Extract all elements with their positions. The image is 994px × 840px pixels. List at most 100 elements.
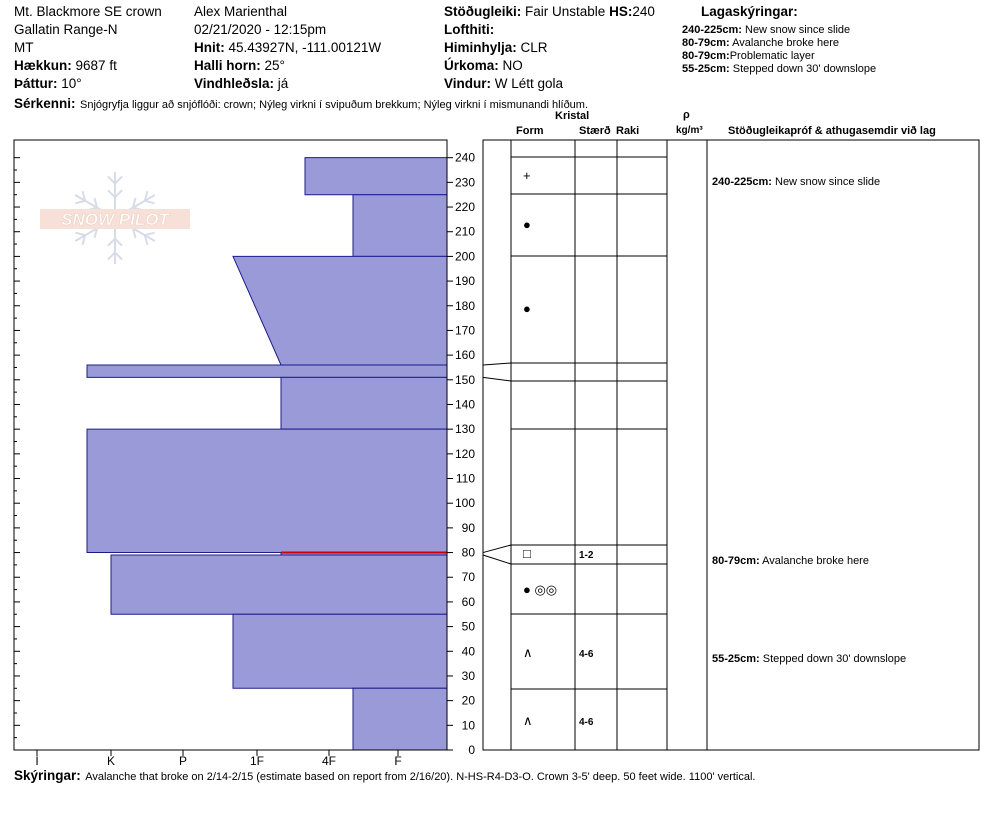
chart-frame: [13, 139, 980, 751]
height-axis: I K P 1F 4F F 0 10 20 30 40 50 60 70 80 90 100 110 120 130 1…: [14, 151, 475, 768]
layer-comment: 240-225cm: New snow since slide: [712, 176, 880, 188]
height-tick-label: 70: [462, 570, 476, 584]
stability-tests-header: Stöðugleikapróf & athugasemdir við lag: [728, 125, 936, 137]
wind-label: Vindur:: [444, 76, 491, 91]
precip-row: Úrkoma: NO: [444, 59, 523, 73]
layer-note-text: Avalanche broke here: [732, 37, 839, 49]
snowpilot-watermark: SNOW PILOT: [40, 172, 190, 264]
aspect-label: Þáttur:: [14, 76, 58, 91]
features-label: Sérkenni:: [14, 96, 76, 111]
height-tick-label: 220: [455, 200, 475, 214]
air-temp-label: Lofthiti:: [444, 22, 495, 37]
layer-comment-text: New snow since slide: [772, 176, 880, 188]
elevation-value: 9687 ft: [75, 58, 117, 73]
precip-label: Úrkoma:: [444, 58, 499, 73]
wind-loading-value: já: [277, 76, 289, 91]
layer-connector: [482, 376, 512, 382]
sky-label: Himinhylja:: [444, 40, 517, 55]
hardness-tick-label: P: [179, 754, 187, 768]
layer-comment-range: 80-79cm:: [712, 555, 760, 567]
height-tick-label: 90: [462, 521, 476, 535]
height-tick-label: 160: [455, 348, 475, 362]
layer-note-range: 240-225cm:: [682, 24, 742, 36]
layer-note-text: New snow since slide: [745, 24, 851, 36]
crystal-size: 4-6: [579, 649, 594, 660]
crystal-header: Kristal: [555, 110, 590, 122]
snowflake-branch: [114, 237, 123, 247]
height-tick-label: 200: [455, 249, 475, 263]
wind-row: Vindur: W Létt gola: [444, 77, 563, 91]
height-tick-label: 210: [455, 225, 475, 239]
layer-comments: 240-225cm: New snow since slide 80-79cm: …: [712, 176, 906, 665]
height-tick-label: 100: [455, 496, 475, 510]
sky-row: Himinhylja: CLR: [444, 41, 548, 55]
layer-connector: [482, 362, 512, 366]
elevation-label: Hækkun:: [14, 58, 72, 73]
crystal-form-symbol: +: [523, 168, 531, 183]
crystal-form-symbol: ∧: [523, 645, 533, 660]
layer-note: 240-225cm: New snow since slide: [682, 25, 850, 36]
snowflake-branch: [114, 175, 123, 185]
height-tick-label: 80: [462, 546, 476, 560]
aspect-value: 10°: [61, 76, 82, 91]
stability-row: Stöðugleiki: Fair Unstable HS:240: [444, 5, 655, 19]
snowflake-branch: [75, 199, 86, 205]
height-tick-label: 0: [468, 743, 475, 757]
hardness-bar: [86, 364, 448, 378]
height-tick-label: 230: [455, 175, 475, 189]
hardness-bar: [352, 687, 448, 751]
hardness-bar: [110, 554, 448, 615]
features-row: Sérkenni: Snjógryfja liggur að snjóflóði…: [14, 96, 588, 112]
layer-comment-range: 240-225cm:: [712, 176, 772, 188]
height-tick-label: 180: [455, 299, 475, 313]
hardness-bar: [232, 255, 448, 366]
snowflake-branch: [131, 228, 137, 239]
crystal-form-symbol: ●: [523, 301, 531, 316]
density-unit-header: kg/m³: [676, 125, 703, 136]
layer-comment-text: Stepped down 30' downslope: [760, 653, 906, 665]
height-tick-label: 240: [455, 151, 475, 165]
layer-note-text: Stepped down 30' downslope: [732, 63, 877, 75]
height-tick-label: 10: [462, 718, 476, 732]
hardness-bar: [232, 613, 448, 689]
snowflake-branch: [81, 234, 87, 246]
snowflake-branch: [93, 228, 99, 239]
height-tick-label: 190: [455, 274, 475, 288]
height-tick-label: 20: [462, 694, 476, 708]
layer-comment: 55-25cm: Stepped down 30' downslope: [712, 653, 906, 665]
features-text: Snjógryfja liggur að snjóflóði: crown; N…: [79, 99, 589, 111]
hs-value: 240: [632, 4, 655, 19]
stability-value: Fair Unstable: [525, 4, 606, 19]
comments-row: Skýringar: Avalanche that broke on 2/14-…: [14, 768, 756, 784]
watermark-banner: [40, 209, 190, 229]
air-temp-row: Lofthiti:: [444, 23, 494, 37]
height-tick-label: 30: [462, 669, 476, 683]
layer-note-range: 55-25cm:: [682, 63, 730, 75]
snowflake-branch: [81, 190, 87, 202]
location: Mt. Blackmore SE crown: [14, 4, 162, 19]
layer-connector: [482, 554, 512, 565]
precip-value: NO: [502, 58, 523, 73]
rho-header: ρ: [683, 109, 690, 121]
hardness-plot-frame: [13, 139, 448, 751]
snowflake-branch: [144, 199, 155, 205]
hardness-bar: [304, 157, 448, 196]
slope-label: Halli horn:: [194, 58, 261, 73]
height-tick-label: 130: [455, 422, 475, 436]
comments-text: Avalanche that broke on 2/14-2/15 (estim…: [85, 771, 756, 783]
layer-comment-range: 55-25cm:: [712, 653, 760, 665]
wind-value: W Létt gola: [494, 76, 564, 91]
hardness-tick-label: I: [35, 754, 38, 768]
layer-comment-text: Avalanche broke here: [760, 555, 869, 567]
wind-loading-row: Vindhleðsla: já: [194, 77, 288, 91]
snowflake-branch: [107, 237, 116, 247]
aspect-row: Þáttur: 10°: [14, 77, 82, 91]
moisture-header: Raki: [616, 125, 640, 137]
sky-value: CLR: [520, 40, 548, 55]
height-tick-label: 110: [456, 472, 475, 486]
snowflake-branch: [75, 231, 86, 237]
hardness-tick-label: 1F: [250, 754, 264, 768]
state: MT: [14, 40, 34, 55]
layer-note: 80-79cm:Problematic layer: [682, 51, 815, 62]
height-tick-label: 50: [462, 620, 476, 634]
